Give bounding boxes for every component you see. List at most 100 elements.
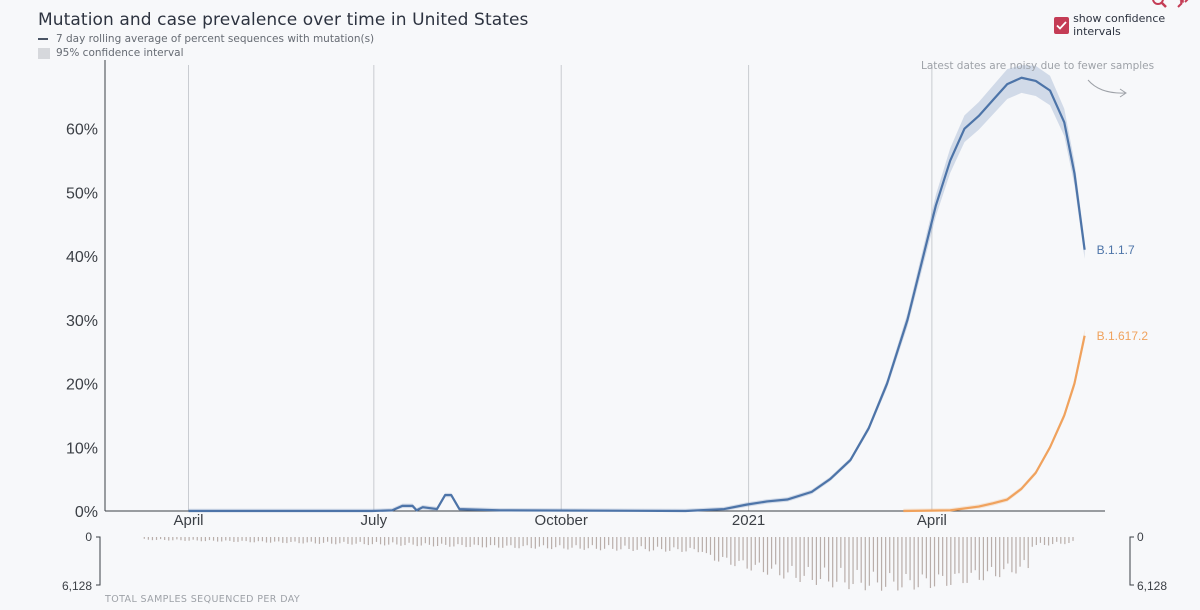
sample-bar	[962, 537, 964, 584]
sample-bar	[567, 537, 569, 550]
sample-bar	[791, 537, 793, 566]
sample-bar	[876, 537, 879, 583]
sample-bar	[424, 537, 426, 544]
sample-bar	[946, 537, 948, 586]
sample-bar	[1047, 537, 1050, 546]
sample-bar	[1043, 537, 1046, 546]
reset-zoom-icon[interactable]	[1176, 0, 1192, 13]
sample-bar	[852, 537, 854, 585]
sample-bar	[803, 537, 805, 576]
sample-bar	[995, 537, 997, 577]
sample-bar	[999, 537, 1001, 578]
sample-bar	[954, 537, 956, 574]
sample-bar	[868, 537, 870, 586]
sample-bar	[506, 537, 508, 546]
sample-bar	[632, 537, 634, 552]
sample-bar	[445, 537, 447, 545]
sample-bar	[384, 537, 386, 546]
sample-bar	[942, 537, 944, 576]
sample-bar	[290, 537, 292, 542]
sample-bar	[579, 537, 581, 549]
x-tick-label: October	[535, 512, 588, 529]
sample-bar	[489, 537, 492, 546]
sample-bar	[164, 537, 166, 540]
y-tick-label: 40%	[66, 249, 98, 266]
sample-bar	[494, 537, 496, 546]
legend-ci-entry: 95% confidence interval	[38, 47, 184, 59]
sample-bar	[392, 537, 394, 543]
sample-bar	[856, 537, 858, 570]
sample-bar	[1031, 537, 1033, 547]
confidence-interval-toggle[interactable]: show confidence intervals	[1054, 12, 1200, 38]
sample-bar	[188, 537, 190, 541]
samples-axis-label: TOTAL SAMPLES SEQUENCED PER DAY	[105, 594, 301, 605]
sample-bar	[441, 537, 443, 544]
sample-bar	[974, 537, 976, 571]
sample-bar	[555, 537, 557, 548]
sample-bar	[685, 537, 687, 552]
sample-bar	[559, 537, 561, 546]
sample-bar	[722, 537, 724, 557]
samples-left-axis	[96, 536, 101, 586]
sample-bar	[770, 537, 773, 569]
sample-bar	[978, 537, 980, 580]
sample-bar	[860, 537, 862, 583]
sample-bar	[432, 537, 435, 547]
zoom-in-icon[interactable]	[1152, 0, 1168, 13]
sample-bar	[966, 537, 968, 583]
sample-bar	[1052, 537, 1054, 545]
series-line	[903, 335, 1086, 513]
sample-bar	[253, 537, 255, 543]
sample-bar	[864, 537, 866, 591]
sample-bar	[575, 537, 577, 546]
sample-bar	[640, 537, 642, 547]
samples-right-axis	[1129, 536, 1134, 586]
sample-bar	[718, 537, 720, 562]
sample-bar	[339, 537, 341, 544]
sample-bar	[587, 537, 589, 549]
sample-bar	[306, 537, 308, 543]
sample-bar	[143, 537, 145, 539]
sample-bar	[848, 537, 850, 590]
sample-bar	[229, 537, 231, 541]
series-line	[188, 76, 1086, 513]
y-tick-label: 0%	[75, 504, 98, 521]
sample-bar	[375, 537, 378, 542]
x-tick-label: 2021	[732, 512, 765, 529]
sample-bar	[921, 537, 923, 575]
sample-bar	[836, 537, 838, 582]
sample-bar	[269, 537, 272, 543]
sample-bar	[644, 537, 646, 550]
chart-title: Mutation and case prevalence over time i…	[38, 10, 529, 30]
sample-bar	[986, 537, 989, 572]
sample-bar	[371, 537, 374, 545]
sample-bar	[538, 537, 541, 547]
sample-bar	[950, 537, 952, 585]
sample-bar	[180, 537, 182, 541]
sample-bar	[379, 537, 382, 545]
sample-bar	[176, 537, 178, 540]
y-tick-label: 10%	[66, 440, 98, 457]
series-label: B.1.1.7	[1097, 243, 1135, 257]
sample-bar	[840, 537, 842, 568]
sample-bar	[326, 537, 329, 542]
x-tick-label: April	[173, 512, 203, 529]
sample-bar	[652, 537, 655, 551]
sample-bar	[937, 537, 940, 575]
sample-bar	[880, 537, 883, 591]
sample-bar	[404, 537, 406, 546]
checkbox-checked-icon[interactable]	[1054, 16, 1070, 34]
sample-bar	[823, 537, 826, 568]
sample-bar	[766, 537, 769, 575]
sample-bar	[159, 537, 162, 540]
sample-bar	[591, 537, 593, 546]
sample-bar	[310, 537, 312, 542]
sample-bar	[885, 537, 887, 587]
sample-bar	[958, 537, 960, 574]
sample-bar	[624, 537, 626, 546]
sample-bar	[783, 537, 785, 579]
sample-bar	[917, 537, 919, 588]
sample-bar	[343, 537, 345, 542]
sample-bar	[893, 537, 895, 582]
